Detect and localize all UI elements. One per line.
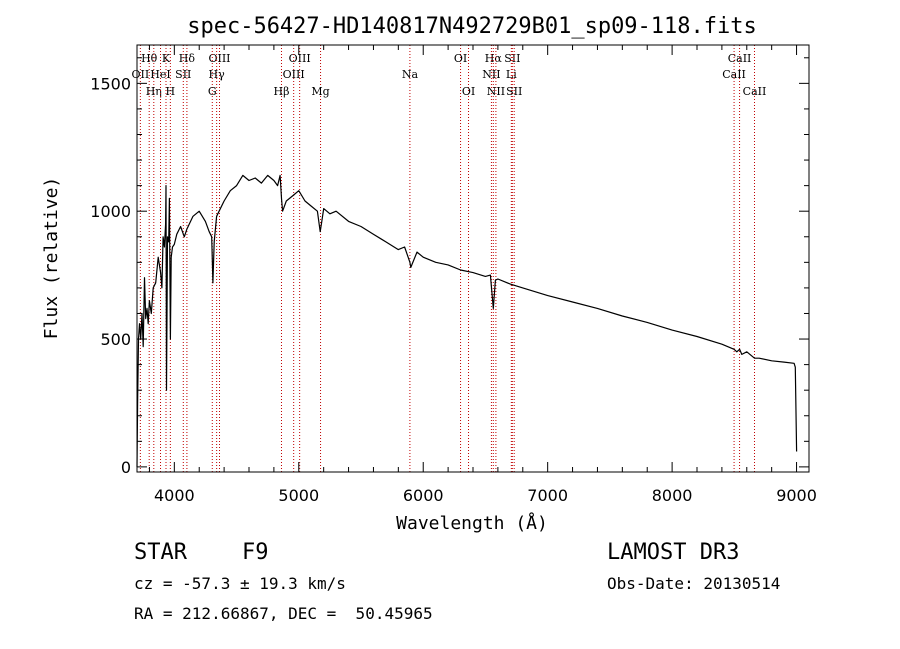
line-label-22: Li [506, 68, 517, 81]
x-tick-label-4: 8000 [652, 486, 693, 505]
x-axis-label: Wavelength (Å) [396, 512, 548, 534]
x-tick-label-0: 4000 [154, 486, 195, 505]
object-subclass: F9 [242, 540, 269, 565]
spectrum-chart: spec-56427-HD140817N492729B01_sp09-118.f… [41, 14, 817, 534]
x-tick-label-1: 5000 [278, 486, 319, 505]
line-label-24: CaII [728, 52, 752, 65]
line-label-7: SII [175, 68, 191, 81]
line-label-12: OIII [289, 52, 311, 65]
redshift-readout: cz = -57.3 ± 19.3 km/s [134, 574, 346, 593]
spectral-line-markers: Hθ OII Hη K HeI H Hδ SII OIII Hγ G Hβ OIII OIII Mg Na OI… [132, 45, 767, 472]
y-tick-label-1: 500 [100, 330, 131, 349]
observation-date: Obs-Date: 20130514 [607, 574, 781, 593]
y-tick-label-2: 1000 [90, 202, 131, 221]
line-label-1: OII [132, 68, 150, 81]
x-tick-label-5: 9000 [776, 486, 817, 505]
x-tick-label-3: 7000 [527, 486, 568, 505]
line-label-9: Hγ [209, 68, 226, 81]
y-tick-label-0: 0 [121, 458, 131, 477]
line-label-10: G [208, 85, 217, 98]
line-label-3: K [162, 52, 171, 65]
line-label-5: H [166, 85, 176, 98]
plot-frame [136, 44, 810, 473]
line-label-6: Hδ [179, 52, 196, 65]
series-layer [136, 174, 798, 467]
line-label-0: Hθ [141, 52, 158, 65]
line-label-25: CaII [722, 68, 746, 81]
line-label-8: OIII [208, 52, 230, 65]
line-label-18: Hα [485, 52, 503, 65]
line-label-4: HeI [150, 68, 170, 81]
axes-layer: 4000 5000 6000 7000 8000 9000 0 500 1000 1500 [90, 45, 817, 505]
line-label-2: Hη [146, 85, 162, 98]
line-label-13: OIII [283, 68, 305, 81]
line-label-23: SII [506, 85, 522, 98]
line-label-20: NII [487, 85, 505, 98]
line-label-15: Na [402, 68, 419, 81]
line-label-21: SII [504, 52, 520, 65]
survey-name: LAMOST DR3 [607, 540, 740, 565]
x-tick-label-2: 6000 [403, 486, 444, 505]
line-label-11: Hβ [274, 85, 290, 98]
line-label-14: Mg [311, 85, 329, 98]
y-tick-label-3: 1500 [90, 74, 131, 93]
line-label-16: OI [454, 52, 467, 65]
chart-title: spec-56427-HD140817N492729B01_sp09-118.f… [187, 14, 757, 39]
line-label-19: NII [482, 68, 500, 81]
line-label-26: CaII [743, 85, 767, 98]
object-class: STAR [134, 540, 187, 565]
coordinates-readout: RA = 212.66867, DEC = 50.45965 [134, 604, 433, 623]
line-label-17: OI [462, 85, 475, 98]
series-line-flux [136, 174, 798, 467]
y-axis-label: Flux (relative) [41, 177, 62, 340]
